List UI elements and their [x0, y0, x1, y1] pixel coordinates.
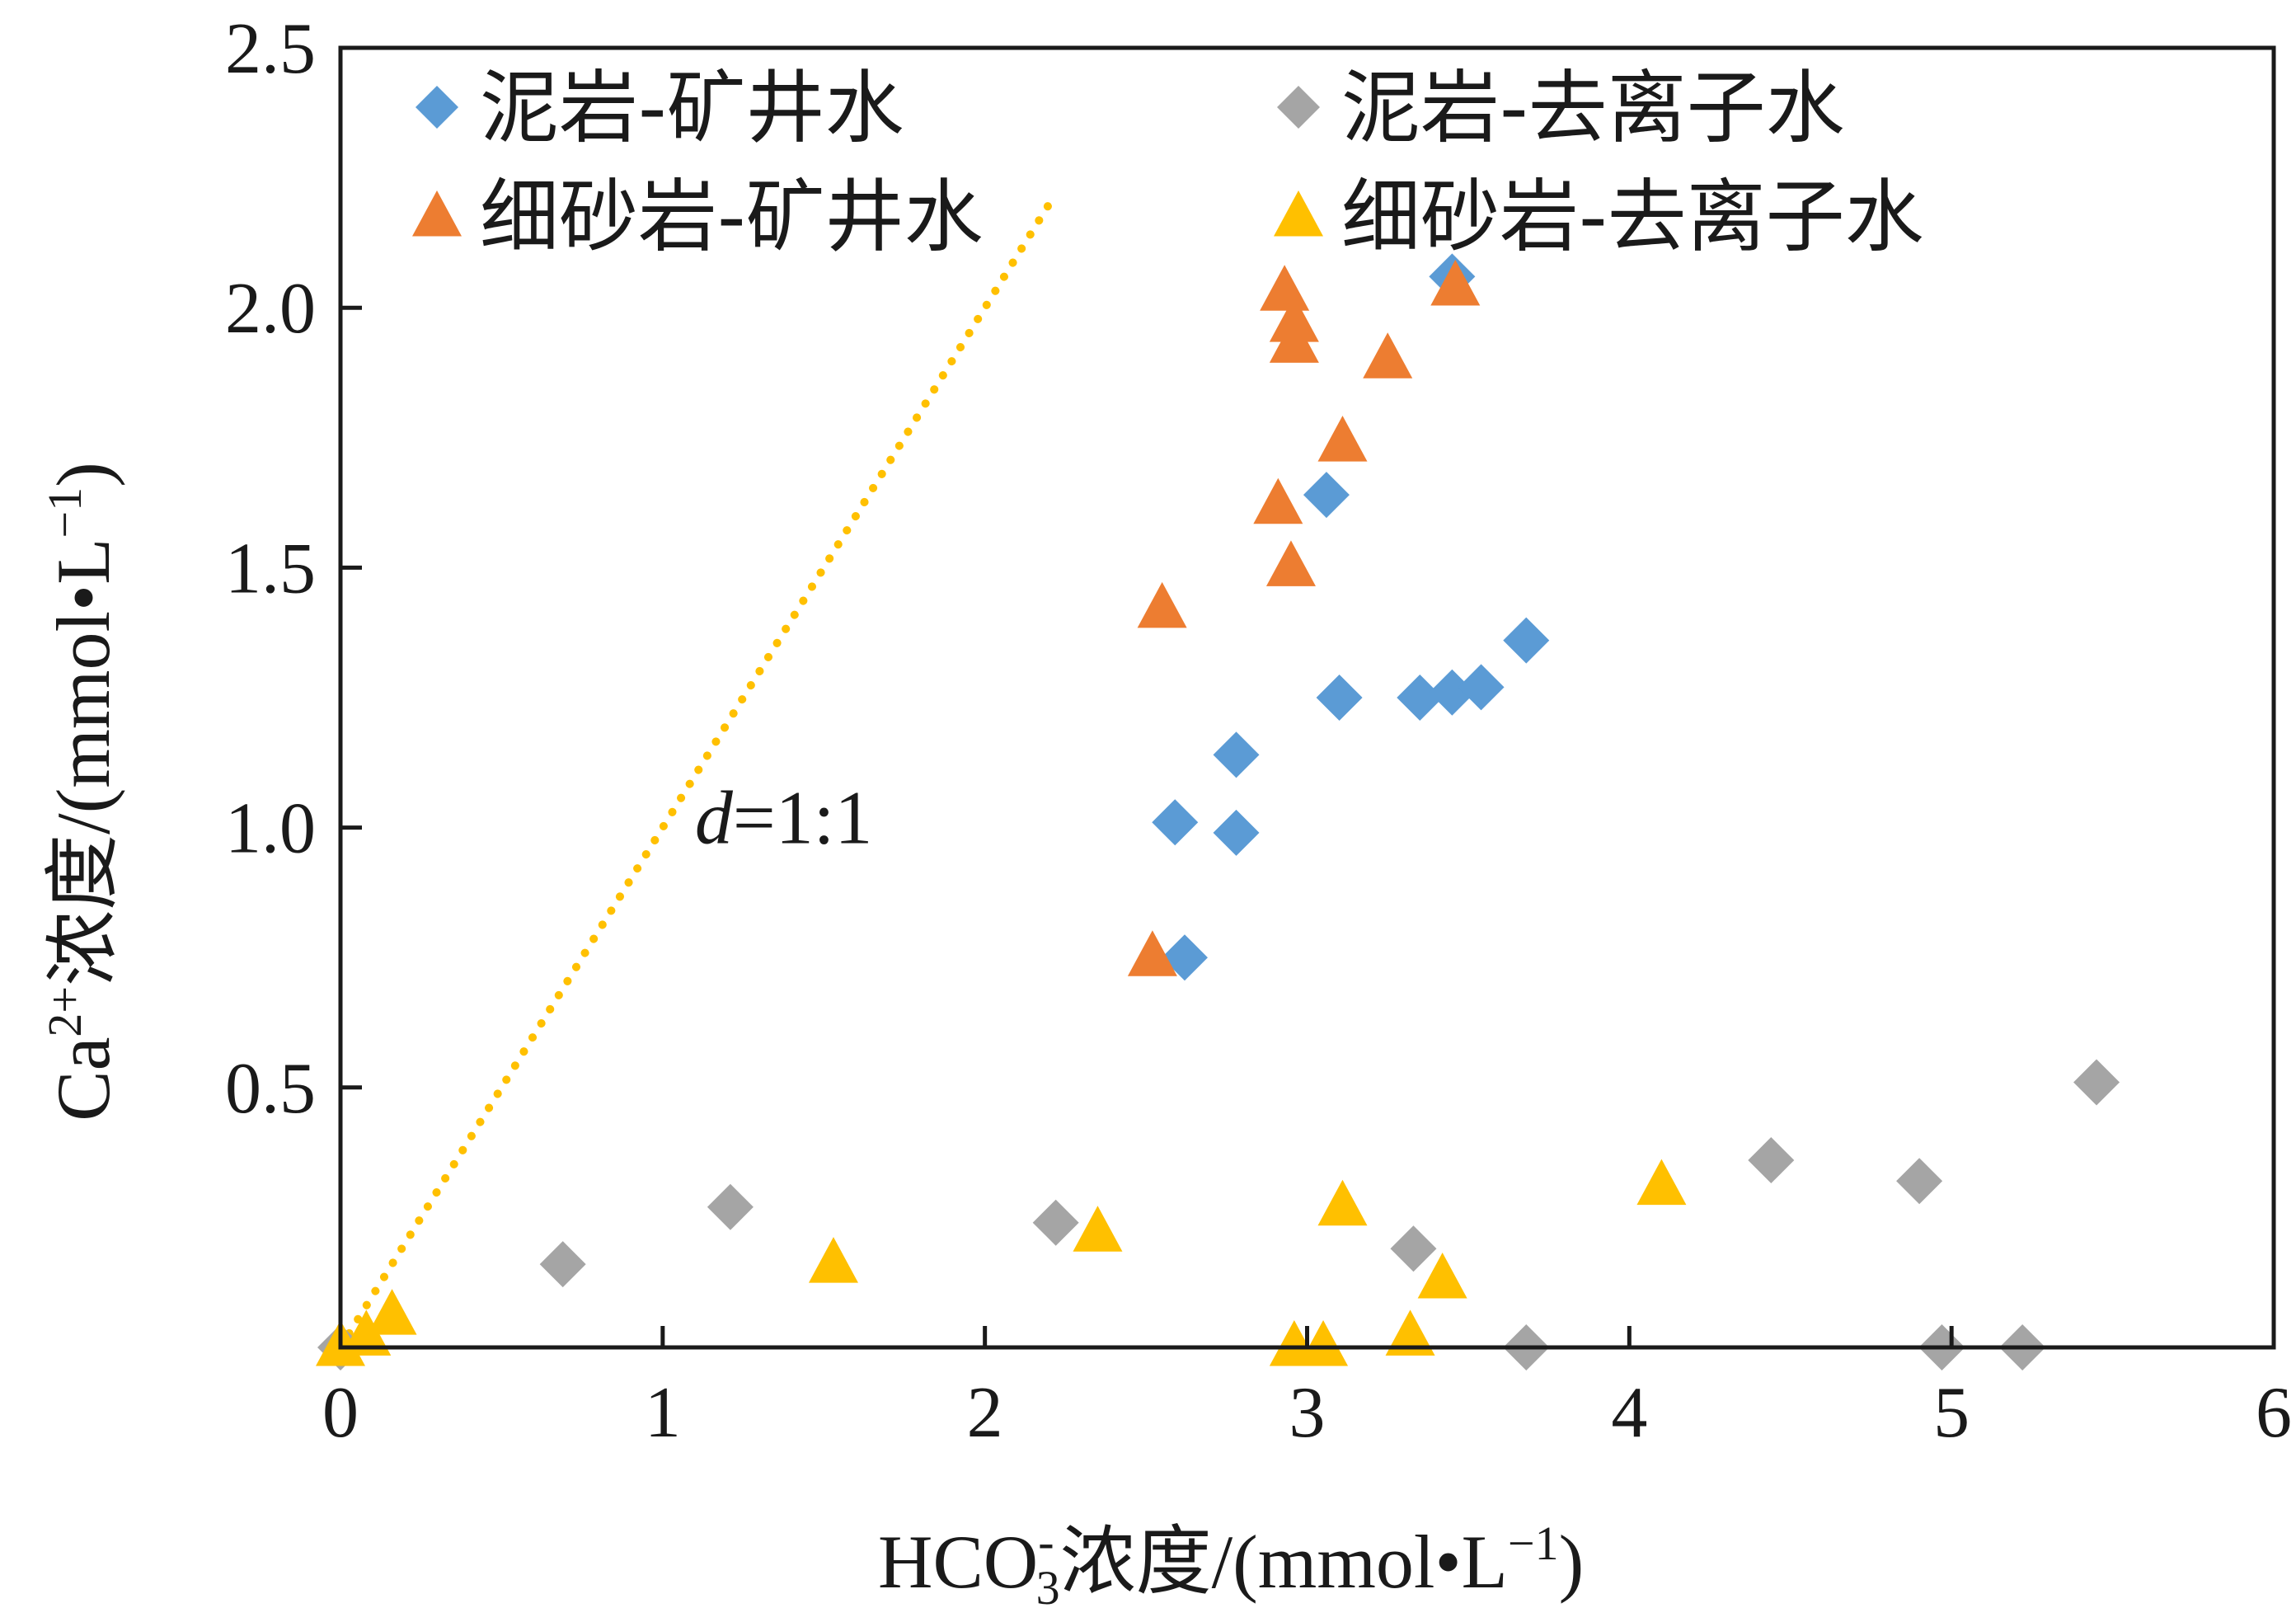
- data-point-triangle: [341, 1309, 392, 1356]
- legend-label: 细砂岩-矿井水: [480, 171, 984, 263]
- data-point-triangle: [1317, 416, 1368, 462]
- legend-marker: [1277, 86, 1320, 129]
- data-point-triangle: [1265, 540, 1316, 586]
- y-axis-title-main: Ca: [41, 1037, 125, 1121]
- data-point-diamond: [1316, 675, 1363, 721]
- data-point-triangle: [1127, 930, 1177, 976]
- data-point-diamond: [1213, 809, 1260, 856]
- legend-item: 细砂岩-矿井水: [412, 171, 984, 263]
- data-point-triangle: [1298, 1320, 1349, 1366]
- legend-label: 细砂岩-去离子水: [1341, 171, 1924, 263]
- x-axis-title-sup: -: [1038, 1515, 1054, 1568]
- y-axis-title-rest: 浓度/(mmol•L: [41, 538, 125, 986]
- data-point-diamond: [1390, 1225, 1437, 1272]
- legend-label: 泥岩-矿井水: [480, 62, 904, 154]
- data-point-diamond: [1896, 1158, 1943, 1205]
- y-tick-label: 1.5: [225, 529, 316, 609]
- data-points: [316, 253, 2120, 1370]
- data-point-diamond: [2073, 1059, 2120, 1106]
- data-point-diamond: [1152, 799, 1199, 846]
- x-tick-label: 2: [967, 1373, 1003, 1453]
- y-axis-title-unit-sup: −1: [38, 487, 92, 538]
- x-tick-label: 6: [2256, 1373, 2292, 1453]
- data-point-triangle: [1430, 259, 1481, 306]
- y-axis-title: Ca2+浓度/(mmol•L−1): [38, 462, 125, 1121]
- data-point-diamond: [707, 1183, 754, 1230]
- x-axis-title-rest: 浓度/(mmol•L: [1060, 1520, 1508, 1604]
- data-point-diamond: [1213, 731, 1260, 778]
- y-axis-title-sup: 2+: [38, 986, 92, 1037]
- y-tick-label: 2.0: [225, 269, 316, 349]
- data-point-triangle: [1073, 1206, 1123, 1252]
- y-axis-title-close: ): [41, 462, 125, 487]
- reference-line-label: d=1:1: [695, 776, 872, 860]
- reference-line-label-ratio: =1:1: [733, 776, 872, 860]
- x-tick-label: 4: [1611, 1373, 1647, 1453]
- data-point-diamond: [1458, 664, 1505, 711]
- x-axis-title-main: HCO: [878, 1520, 1038, 1604]
- legend-marker: [412, 190, 462, 237]
- data-point-triangle: [1417, 1253, 1467, 1299]
- data-point-triangle: [1385, 1309, 1435, 1356]
- x-axis-title-unit-sup: −1: [1508, 1516, 1559, 1570]
- y-tick-label: 1.0: [225, 789, 316, 869]
- data-point-diamond: [1503, 617, 1550, 664]
- legend-marker: [416, 86, 458, 129]
- data-point-diamond: [1748, 1137, 1795, 1184]
- data-point-triangle: [1636, 1159, 1687, 1206]
- data-point-triangle: [1269, 317, 1319, 363]
- x-axis-title-close: ): [1559, 1520, 1585, 1604]
- legend-label: 泥岩-去离子水: [1341, 62, 1845, 154]
- y-tick-label: 2.5: [225, 9, 316, 89]
- data-point-triangle: [1363, 332, 1413, 378]
- reference-line-group: d=1:1: [336, 200, 1054, 1352]
- data-point-triangle: [808, 1237, 858, 1283]
- data-point-triangle: [1317, 1179, 1368, 1226]
- reference-line-label-var: d: [695, 776, 734, 860]
- data-point-triangle: [1253, 477, 1303, 524]
- legend-item: 泥岩-矿井水: [416, 62, 904, 154]
- data-point-triangle: [1137, 581, 1187, 628]
- legend-marker: [1274, 190, 1323, 237]
- y-tick-label: 0.5: [225, 1049, 316, 1129]
- x-axis-title-sub: 3: [1036, 1561, 1060, 1615]
- data-point-triangle: [1260, 265, 1310, 311]
- x-tick-label: 1: [645, 1373, 681, 1453]
- x-tick-label: 0: [322, 1373, 359, 1453]
- data-point-diamond: [1429, 669, 1476, 716]
- data-point-diamond: [1032, 1199, 1079, 1246]
- legend-item: 细砂岩-去离子水: [1274, 171, 1924, 263]
- x-tick-label: 5: [1933, 1373, 1970, 1453]
- axes: 0 1 2 3 4 5 6 0.5 1.0 1.5 2.0 2.5: [225, 9, 2292, 1453]
- x-tick-label: 3: [1289, 1373, 1326, 1453]
- x-axis-title: HCO-3浓度/(mmol•L−1): [878, 1515, 1584, 1615]
- data-point-diamond: [1303, 472, 1350, 519]
- data-point-triangle: [367, 1289, 417, 1335]
- data-point-diamond: [539, 1241, 586, 1288]
- data-point-diamond: [1397, 675, 1444, 721]
- legend-item: 泥岩-去离子水: [1277, 62, 1845, 154]
